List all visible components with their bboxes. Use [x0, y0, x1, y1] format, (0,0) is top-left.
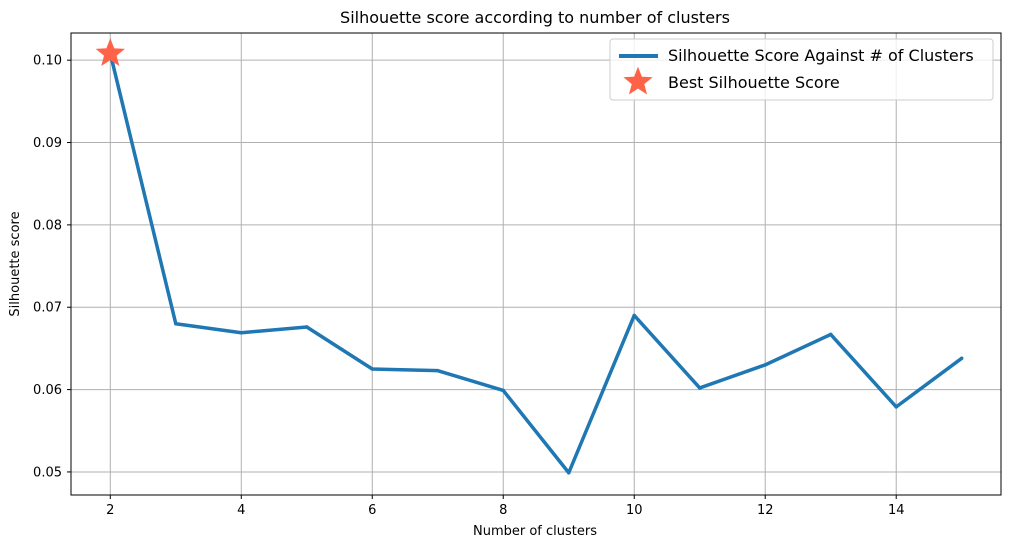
data-point	[632, 313, 636, 318]
data-point	[370, 367, 375, 371]
y-tick-label: 0.05	[33, 465, 62, 480]
x-tick-label: 8	[499, 503, 507, 518]
data-point	[239, 331, 244, 335]
data-point	[566, 471, 571, 475]
data-point	[501, 388, 506, 393]
x-tick-label: 10	[626, 503, 643, 518]
series-line	[108, 53, 963, 475]
data-point	[436, 368, 440, 373]
y-tick-label: 0.10	[33, 54, 62, 69]
y-tick-label: 0.06	[33, 383, 62, 398]
legend: Silhouette Score Against # of Clusters B…	[609, 38, 994, 101]
data-point	[763, 363, 767, 367]
data-point	[174, 321, 178, 326]
axis-ticks: 2 4 6 8 10 12 14 0.05 0.06 0.07 0.08 0.09 0.10	[33, 54, 904, 518]
data-point	[697, 386, 702, 390]
chart-title: Silhouette score according to number of …	[340, 8, 730, 27]
y-tick-label: 0.08	[33, 218, 62, 233]
data-point	[959, 356, 964, 361]
legend-label-series: Silhouette Score Against # of Clusters	[668, 46, 974, 65]
x-tick-label: 14	[888, 503, 905, 518]
y-axis-label: Silhouette score	[8, 211, 23, 316]
plot-frame	[70, 32, 1002, 496]
grid	[71, 33, 1001, 495]
y-tick-label: 0.09	[33, 136, 62, 151]
legend-box	[609, 38, 994, 101]
x-tick-label: 12	[757, 503, 774, 518]
x-tick-label: 4	[237, 503, 245, 518]
data-point	[894, 405, 898, 409]
series-layer	[95, 38, 964, 475]
x-axis-label: Number of clusters	[473, 524, 597, 539]
x-tick-label: 2	[106, 503, 114, 518]
x-tick-label: 6	[368, 503, 376, 518]
y-tick-label: 0.07	[33, 301, 62, 316]
data-point	[305, 325, 309, 329]
data-point	[828, 332, 833, 337]
legend-label-best: Best Silhouette Score	[668, 73, 840, 92]
legend-star-icon	[623, 66, 653, 95]
best-score-star	[95, 38, 125, 67]
